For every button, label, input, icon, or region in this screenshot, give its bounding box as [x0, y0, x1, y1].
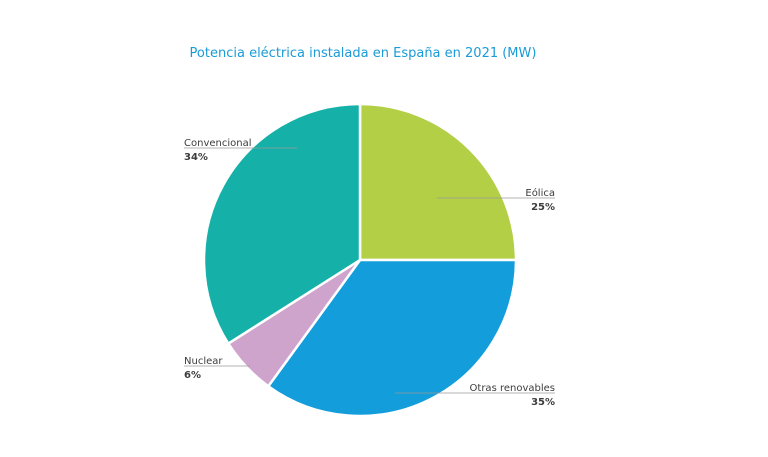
pie-slice-otras-renovables — [267, 258, 518, 418]
pie-labels: Eólica 25% Otras renovables 35% Nuclear 6% Con… — [184, 138, 555, 408]
slice-label: Eólica — [525, 187, 555, 199]
pie-slice-eólica — [358, 102, 518, 262]
pie-slice-convencional — [202, 102, 362, 345]
slice-value-label: 25% — [531, 202, 555, 213]
slice-value-label: 6% — [184, 370, 201, 381]
slice-label: Nuclear — [184, 356, 223, 367]
slice-value-label: 34% — [184, 152, 208, 163]
pie-slices — [202, 102, 518, 418]
slice-label: Convencional — [184, 138, 252, 149]
slice-label: Otras renovables — [470, 383, 555, 394]
chart-title: Potencia eléctrica instalada en España e… — [190, 46, 537, 61]
slice-value-label: 35% — [531, 397, 555, 408]
